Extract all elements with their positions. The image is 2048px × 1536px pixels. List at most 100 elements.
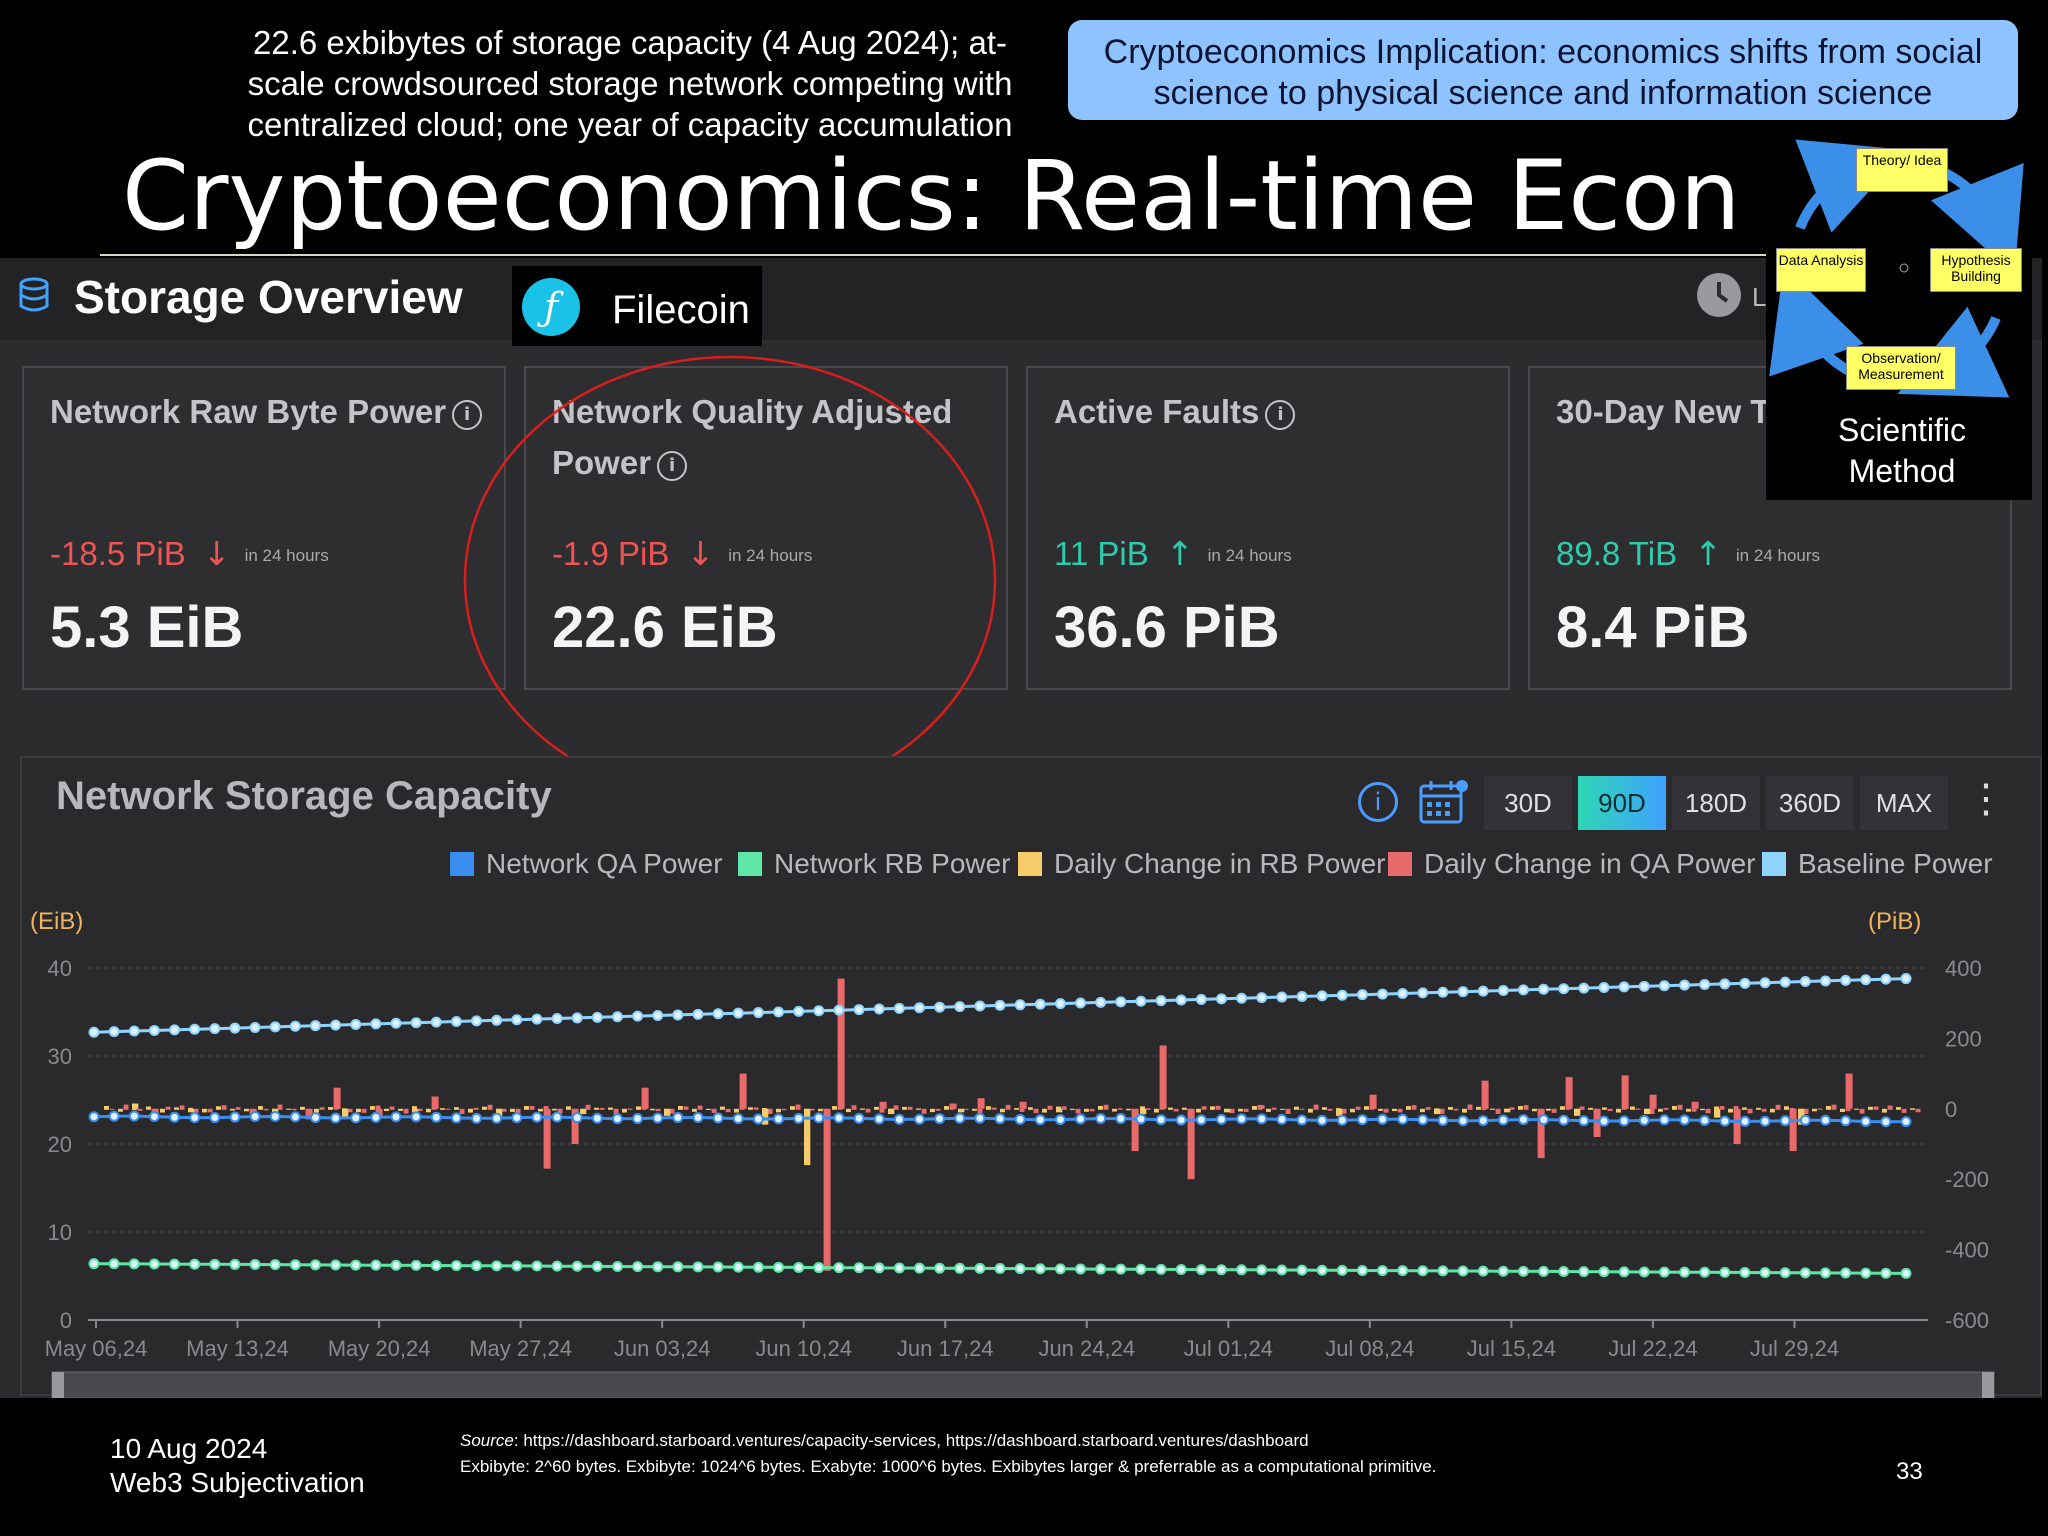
x-tick-label: Jul 15,24 [1467, 1336, 1556, 1361]
rb-change-bar [692, 1108, 697, 1112]
qa-change-bar [669, 1108, 675, 1114]
database-icon [19, 277, 49, 312]
rb-change-spike [1336, 1108, 1343, 1116]
qa-change-spike [333, 1087, 341, 1109]
legend-item[interactable]: Network RB Power [738, 848, 1011, 880]
baseline-power-point [1477, 985, 1489, 997]
qa-change-bar [697, 1105, 703, 1110]
baseline-power-point [1195, 993, 1207, 1005]
metric-value: 5.3 EiB [50, 595, 244, 660]
qa-change-bar [1285, 1108, 1291, 1114]
source-line: Source: https://dashboard.starboard.vent… [460, 1428, 1436, 1454]
network-rb-power-point [1155, 1263, 1167, 1275]
rb-change-bar [1168, 1107, 1173, 1110]
qa-change-bar [445, 1108, 451, 1110]
network-rb-power-point [1699, 1266, 1711, 1278]
qa-change-bar [291, 1108, 297, 1111]
chart-menu-icon[interactable]: ⋮ [1966, 777, 2006, 821]
network-rb-power-point [1095, 1263, 1107, 1275]
network-rb-power-point [551, 1260, 563, 1272]
baseline-power-point [793, 1005, 805, 1017]
network-rb-power-point [1819, 1267, 1831, 1279]
legend-item[interactable]: Daily Change in QA Power [1388, 848, 1756, 880]
range-button-max[interactable]: MAX [1860, 776, 1948, 830]
range-button-180d[interactable]: 180D [1672, 776, 1760, 830]
page-number: 33 [1896, 1458, 1923, 1485]
network-rb-power-point [1014, 1263, 1026, 1275]
sm-node-analysis: Data Analysis [1776, 248, 1866, 292]
qa-change-bar [1243, 1108, 1249, 1112]
legend-item[interactable]: Baseline Power [1762, 848, 1993, 880]
range-button-360d[interactable]: 360D [1766, 776, 1854, 830]
metric-change: 89.8 TiB ↑ in 24 hours [1556, 534, 1820, 573]
range-button-90d[interactable]: 90D [1578, 776, 1666, 830]
baseline-power-point [1517, 984, 1529, 996]
baseline-power-point [88, 1026, 100, 1038]
qa-change-bar [809, 1108, 815, 1111]
info-icon[interactable]: i [657, 451, 688, 481]
rb-change-bar [300, 1106, 305, 1110]
metric-value: 8.4 PiB [1556, 595, 1750, 660]
rb-change-bar [706, 1108, 711, 1110]
qa-change-spike [1131, 1108, 1139, 1152]
rb-change-bar [440, 1108, 445, 1110]
qa-change-bar [1229, 1108, 1235, 1114]
arrow-up-icon: ↑ [1694, 534, 1722, 573]
baseline-power-point [1819, 975, 1831, 987]
qa-change-bar [417, 1108, 423, 1112]
baseline-power-point [833, 1004, 845, 1016]
legend-item[interactable]: Network QA Power [450, 848, 723, 880]
network-qa-power-point [732, 1113, 744, 1125]
network-qa-power-point [1558, 1114, 1570, 1126]
network-qa-power-point [793, 1112, 805, 1124]
range-button-30d[interactable]: 30D [1484, 776, 1572, 830]
y-left-tick-label: 40 [48, 956, 72, 981]
metric-change-value: -1.9 PiB [552, 535, 670, 572]
network-rb-power-point [1578, 1266, 1590, 1278]
qa-change-bar [1901, 1108, 1907, 1113]
rb-change-bar [566, 1106, 571, 1110]
last-updated-text: L [1752, 282, 1767, 312]
network-rb-power-point [1517, 1265, 1529, 1277]
chart-info-icon[interactable]: i [1358, 782, 1398, 822]
legend-label: Network QA Power [486, 848, 723, 879]
network-qa-power-point [1538, 1114, 1550, 1126]
implication-callout: Cryptoeconomics Implication: economics s… [1068, 20, 2018, 120]
network-rb-power-point [1477, 1265, 1489, 1277]
rb-change-bar [1532, 1108, 1537, 1112]
qa-change-bar [1635, 1108, 1641, 1110]
network-qa-power-point [1095, 1113, 1107, 1125]
network-qa-power-point [1900, 1116, 1912, 1128]
network-rb-power-point [1195, 1264, 1207, 1276]
rb-change-bar [1714, 1106, 1719, 1110]
rb-change-spike [1714, 1108, 1721, 1118]
storage-capacity-chart: 0 10 20 30 40 400 200 0 -200 -400 -600 May 06,24 May… [45, 956, 1995, 1398]
network-rb-power-point [1115, 1263, 1127, 1275]
calendar-icon[interactable] [1418, 778, 1468, 826]
baseline-power-point [1034, 998, 1046, 1010]
network-qa-power-point [752, 1113, 764, 1125]
y-right-tick-label: -600 [1945, 1308, 1989, 1333]
network-rb-power-point [732, 1261, 744, 1273]
qa-change-bar [1817, 1108, 1823, 1110]
network-qa-power-point [148, 1111, 160, 1123]
network-rb-power-point [1215, 1264, 1227, 1276]
baseline-power-point [1578, 982, 1590, 994]
network-qa-power-point [1578, 1115, 1590, 1127]
network-qa-power-point [1719, 1115, 1731, 1127]
info-icon[interactable]: i [1265, 400, 1296, 430]
qa-change-bar [1061, 1106, 1067, 1110]
rb-change-spike [1224, 1108, 1231, 1113]
rb-change-bar [902, 1106, 907, 1110]
legend-item[interactable]: Daily Change in RB Power [1018, 848, 1386, 880]
baseline-power-point [1840, 974, 1852, 986]
info-icon[interactable]: i [452, 400, 483, 430]
network-qa-power-point [1135, 1113, 1147, 1125]
baseline-power-point [1900, 973, 1912, 985]
rb-change-bar [1392, 1108, 1397, 1112]
network-rb-power-point [1336, 1264, 1348, 1276]
network-qa-power-point [1699, 1114, 1711, 1126]
qa-change-bar [473, 1107, 479, 1110]
network-qa-power-point [1880, 1116, 1892, 1128]
clock-icon[interactable] [1696, 272, 1742, 318]
